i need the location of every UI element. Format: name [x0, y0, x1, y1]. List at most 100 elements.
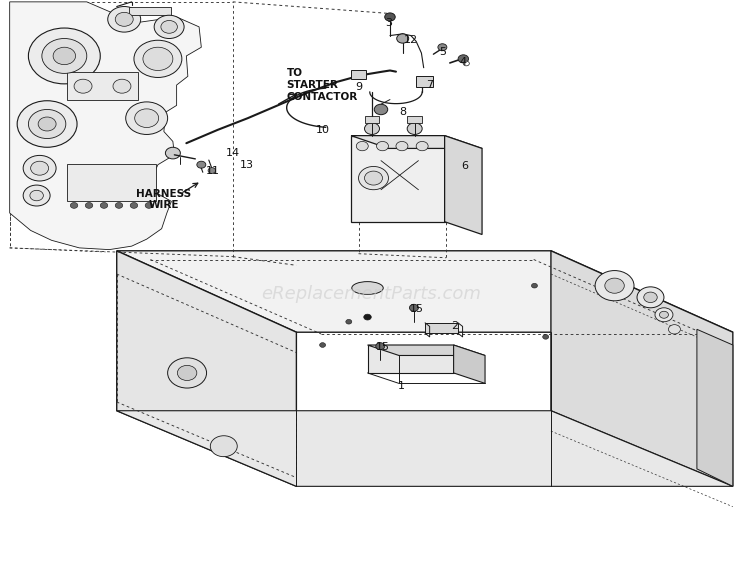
Text: 11: 11: [206, 166, 220, 175]
Circle shape: [644, 292, 657, 303]
Circle shape: [637, 287, 664, 308]
Circle shape: [31, 161, 49, 175]
Text: 7: 7: [426, 80, 433, 90]
Text: 8: 8: [399, 107, 406, 117]
Polygon shape: [351, 136, 482, 149]
Polygon shape: [551, 251, 733, 486]
Text: 5: 5: [440, 47, 446, 57]
Circle shape: [23, 156, 56, 181]
Text: 1: 1: [398, 381, 405, 391]
Circle shape: [655, 308, 673, 322]
Bar: [416, 76, 433, 87]
Text: 10: 10: [316, 125, 329, 135]
Polygon shape: [368, 345, 485, 356]
Circle shape: [23, 185, 50, 206]
Circle shape: [166, 147, 180, 159]
Circle shape: [130, 202, 138, 208]
Circle shape: [385, 13, 395, 21]
Circle shape: [146, 202, 153, 208]
Circle shape: [668, 325, 680, 334]
Circle shape: [38, 117, 56, 131]
Circle shape: [30, 190, 44, 201]
Text: 15: 15: [376, 342, 390, 352]
Text: 12: 12: [404, 35, 418, 45]
Circle shape: [595, 271, 634, 301]
Circle shape: [416, 142, 428, 151]
Circle shape: [28, 28, 100, 84]
Bar: [351, 70, 366, 79]
Text: 13: 13: [240, 160, 254, 170]
Text: 3: 3: [385, 18, 392, 28]
Circle shape: [86, 202, 93, 208]
Circle shape: [532, 283, 538, 288]
Circle shape: [208, 168, 215, 173]
Circle shape: [458, 55, 469, 63]
Circle shape: [113, 79, 131, 93]
Circle shape: [135, 109, 159, 128]
Text: eReplacementParts.com: eReplacementParts.com: [261, 286, 482, 303]
Text: 15: 15: [410, 304, 424, 314]
Polygon shape: [368, 345, 454, 373]
Text: HARNESS
WIRE: HARNESS WIRE: [136, 189, 191, 210]
Circle shape: [168, 358, 206, 388]
Polygon shape: [351, 136, 445, 222]
Text: 2: 2: [452, 321, 459, 331]
Circle shape: [126, 102, 168, 135]
Circle shape: [210, 436, 237, 456]
Circle shape: [438, 44, 447, 51]
Bar: [364, 116, 380, 123]
Text: 6: 6: [461, 161, 468, 171]
Bar: [407, 116, 422, 123]
Circle shape: [364, 123, 380, 135]
Bar: [425, 323, 458, 333]
Bar: [67, 164, 157, 201]
Circle shape: [407, 123, 422, 135]
Circle shape: [100, 202, 108, 208]
Circle shape: [196, 161, 206, 168]
Polygon shape: [117, 251, 296, 486]
Circle shape: [42, 38, 87, 73]
Circle shape: [376, 142, 388, 151]
Text: 9: 9: [355, 82, 362, 92]
Circle shape: [374, 104, 388, 115]
Circle shape: [358, 167, 388, 189]
Circle shape: [134, 40, 182, 78]
Polygon shape: [117, 251, 733, 332]
Polygon shape: [454, 345, 485, 384]
Ellipse shape: [352, 282, 383, 294]
Circle shape: [108, 6, 141, 32]
Circle shape: [154, 15, 184, 38]
Polygon shape: [697, 329, 733, 486]
Circle shape: [346, 319, 352, 324]
Circle shape: [116, 202, 123, 208]
Circle shape: [410, 304, 419, 311]
Circle shape: [177, 366, 197, 381]
Text: 4: 4: [460, 57, 467, 67]
Circle shape: [74, 79, 92, 93]
Circle shape: [356, 142, 368, 151]
Circle shape: [604, 278, 624, 293]
Circle shape: [70, 202, 78, 208]
Circle shape: [464, 61, 470, 66]
Circle shape: [320, 343, 326, 347]
Circle shape: [364, 171, 382, 185]
Circle shape: [116, 12, 134, 26]
Bar: [130, 6, 171, 15]
Circle shape: [396, 142, 408, 151]
Circle shape: [397, 34, 409, 43]
Circle shape: [17, 101, 77, 147]
Circle shape: [364, 314, 371, 320]
Text: TO
STARTER
CONTACTOR: TO STARTER CONTACTOR: [286, 68, 358, 101]
Text: 14: 14: [226, 148, 240, 158]
Bar: [67, 72, 138, 100]
Polygon shape: [117, 411, 733, 486]
Polygon shape: [445, 136, 482, 234]
Circle shape: [53, 47, 76, 65]
Circle shape: [376, 343, 385, 350]
Circle shape: [28, 110, 66, 139]
Circle shape: [143, 47, 172, 71]
Circle shape: [543, 335, 549, 339]
Circle shape: [659, 311, 668, 318]
Circle shape: [161, 20, 177, 33]
Polygon shape: [10, 2, 201, 250]
